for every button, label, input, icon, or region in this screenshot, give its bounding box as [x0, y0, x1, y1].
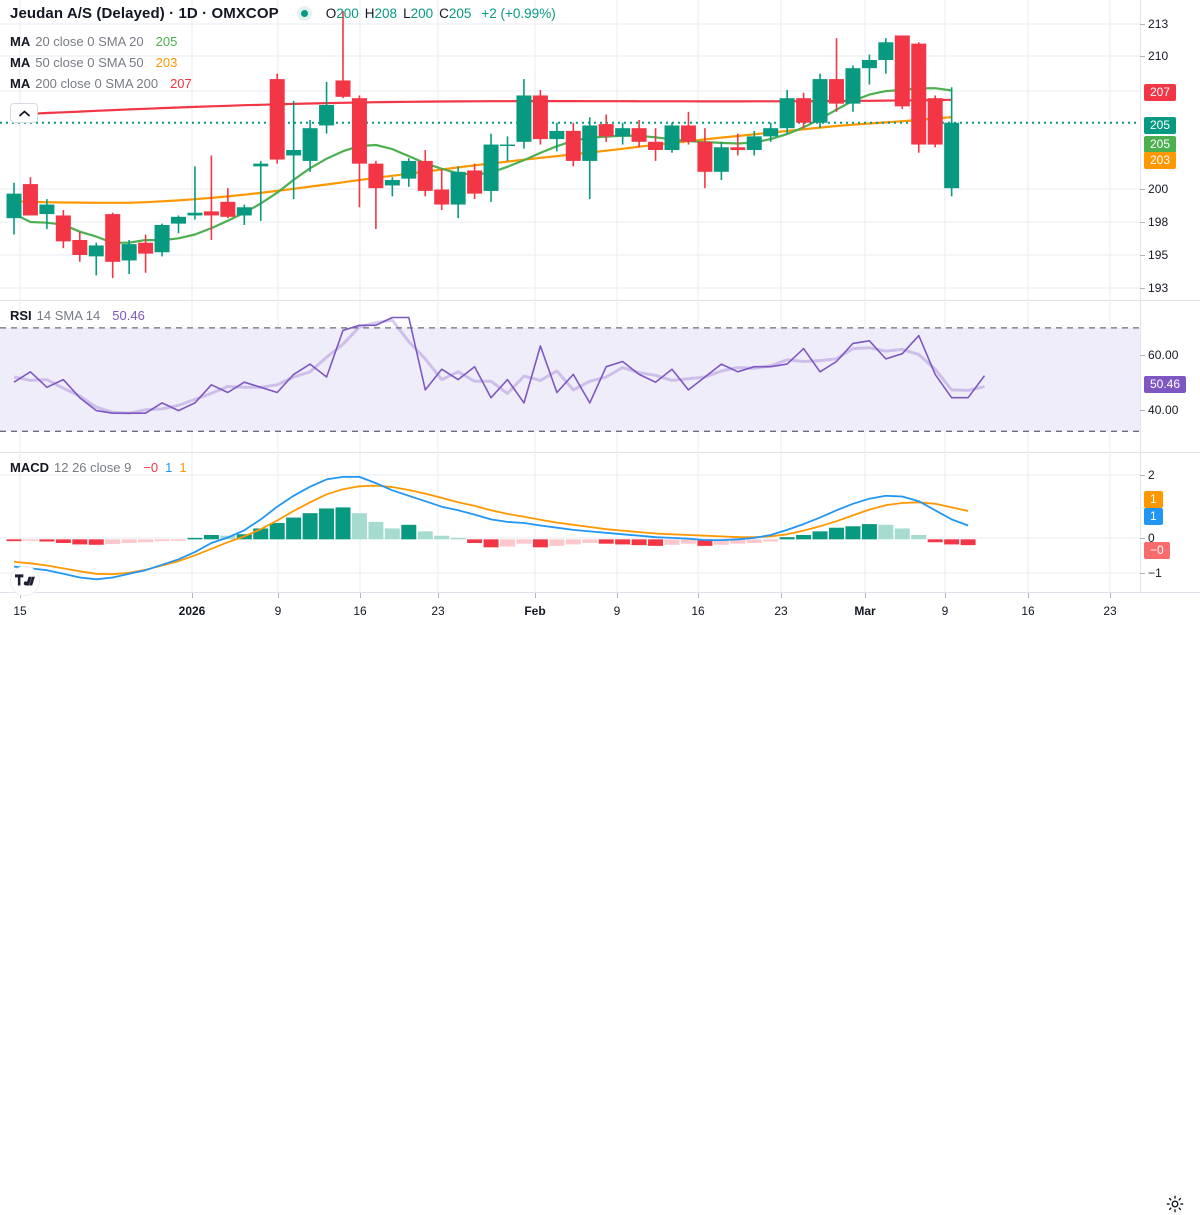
pane-divider-1 [0, 300, 1200, 301]
ma20-price-badge[interactable]: 205 [1144, 136, 1177, 153]
legend-rsi[interactable]: RSI 14 SMA 14 50.46 [10, 308, 145, 323]
macd-axis-tick: 0 [1140, 531, 1155, 545]
time-axis-label: Mar [854, 604, 876, 618]
ohlc-change: +2 (+0.99%) [481, 6, 556, 21]
macd-line-value: 1 [165, 460, 173, 475]
time-tick [438, 593, 439, 598]
time-tick [945, 593, 946, 598]
symbol-title[interactable]: Jeudan A/S (Delayed) · 1D · OMXCOP [10, 5, 279, 22]
time-tick [617, 593, 618, 598]
time-axis-label: 2026 [178, 604, 206, 618]
macd-axis-tick: −1 [1140, 566, 1162, 580]
time-axis-label: 23 [774, 604, 788, 618]
rsi-name: RSI [10, 308, 32, 323]
chart-title-row: Jeudan A/S (Delayed) · 1D · OMXCOP O200 … [10, 5, 556, 22]
macd-line-badge[interactable]: 1 [1144, 508, 1163, 525]
rsi-pane[interactable] [0, 302, 1140, 452]
time-axis-label: 16 [691, 604, 705, 618]
ohlc-open-value: 200 [336, 6, 359, 21]
macd-axis-tick: 2 [1140, 468, 1155, 482]
ma20-params: 20 close 0 SMA 20 [35, 34, 144, 49]
price-axis-tick: 213 [1140, 17, 1168, 31]
macd-plot [0, 454, 1140, 592]
ohlc-low-value: 200 [410, 6, 434, 21]
time-tick [192, 593, 193, 598]
ohlc-open-label: O [325, 6, 337, 21]
ohlc-high-label: H [364, 6, 375, 21]
time-tick [865, 593, 866, 598]
time-tick [1028, 593, 1029, 598]
ma200-params: 200 close 0 SMA 200 [35, 76, 159, 91]
legend-ma50[interactable]: MA 50 close 0 SMA 50 203 [10, 52, 177, 73]
time-tick [781, 593, 782, 598]
ohlc-close-value: 205 [448, 6, 472, 21]
chevron-up-icon [18, 110, 30, 116]
macd-name: MACD [10, 460, 49, 475]
macd-pane[interactable] [0, 454, 1140, 592]
time-axis-label: 23 [431, 604, 445, 618]
tradingview-logo-icon [15, 574, 35, 586]
ohlc-high-value: 208 [374, 6, 398, 21]
ohlc-close-label: C [439, 6, 449, 21]
time-tick [1110, 593, 1111, 598]
price-axis-tick: 200 [1140, 182, 1168, 196]
time-axis-label: 16 [353, 604, 367, 618]
time-axis-label: 16 [1021, 604, 1035, 618]
time-tick [360, 593, 361, 598]
time-axis-label: 9 [274, 604, 282, 618]
time-tick [698, 593, 699, 598]
price-axis-tick: 193 [1140, 281, 1168, 295]
price-axis-tick: 198 [1140, 215, 1168, 229]
time-axis-label: 15 [13, 604, 27, 618]
ma50-name: MA [10, 55, 31, 70]
macd-signal-badge[interactable]: 1 [1144, 491, 1163, 508]
last-price-badge[interactable]: 205 [1144, 117, 1177, 134]
macd-hist-badge[interactable]: −0 [1144, 542, 1170, 559]
ohlc-low-label: L [403, 6, 411, 21]
price-axis[interactable]: 213 210 200 198 195 193 207 205 205 203 [1140, 0, 1200, 300]
axis-divider [1140, 0, 1141, 592]
time-tick [278, 593, 279, 598]
macd-params: 12 26 close 9 [54, 460, 132, 475]
rsi-value: 50.46 [112, 308, 145, 323]
ma200-price-badge[interactable]: 207 [1144, 84, 1177, 101]
ma50-params: 50 close 0 SMA 50 [35, 55, 144, 70]
ma50-price-badge[interactable]: 203 [1144, 152, 1177, 169]
collapse-legend-button[interactable] [10, 103, 38, 123]
macd-hist-value: −0 [143, 460, 159, 475]
pane-divider-2 [0, 452, 1200, 453]
price-plot [0, 0, 1140, 300]
time-axis-label: Feb [524, 604, 546, 618]
ma200-name: MA [10, 76, 31, 91]
price-pane[interactable] [0, 0, 1140, 300]
rsi-params: 14 SMA 14 [36, 308, 101, 323]
rsi-axis[interactable]: 60.00 40.00 50.46 [1140, 302, 1200, 452]
circle-dot-icon [296, 6, 312, 21]
time-tick [535, 593, 536, 598]
ma200-value: 207 [170, 76, 192, 91]
ma50-value: 203 [155, 55, 178, 70]
rsi-plot [0, 302, 1140, 452]
ma20-value: 205 [155, 34, 178, 49]
legend-macd[interactable]: MACD 12 26 close 9 −0 1 1 [10, 460, 187, 475]
time-axis[interactable]: 15 2026 9 16 23 Feb 9 16 23 Mar 9 16 23 [0, 592, 1200, 1213]
tradingview-logo[interactable] [10, 566, 40, 596]
price-axis-tick: 195 [1140, 248, 1168, 262]
ohlc-legend: O200 H208 L200 C205 +2 (+0.99%) [326, 6, 556, 21]
macd-signal-value: 1 [179, 460, 187, 475]
time-axis-label: 23 [1103, 604, 1117, 618]
rsi-axis-tick: 60.00 [1140, 348, 1179, 362]
rsi-value-badge[interactable]: 50.46 [1144, 376, 1187, 393]
macd-axis[interactable]: 2 0 −1 1 1 −0 [1140, 454, 1200, 592]
ma20-name: MA [10, 34, 31, 49]
time-axis-label: 9 [613, 604, 621, 618]
price-axis-tick: 210 [1140, 49, 1168, 63]
rsi-axis-tick: 40.00 [1140, 403, 1179, 417]
time-axis-label: 9 [941, 604, 949, 618]
gear-icon[interactable] [1164, 1193, 1186, 1215]
legend-ma200[interactable]: MA 200 close 0 SMA 200 207 [10, 73, 192, 94]
legend-ma20[interactable]: MA 20 close 0 SMA 20 205 [10, 31, 177, 52]
